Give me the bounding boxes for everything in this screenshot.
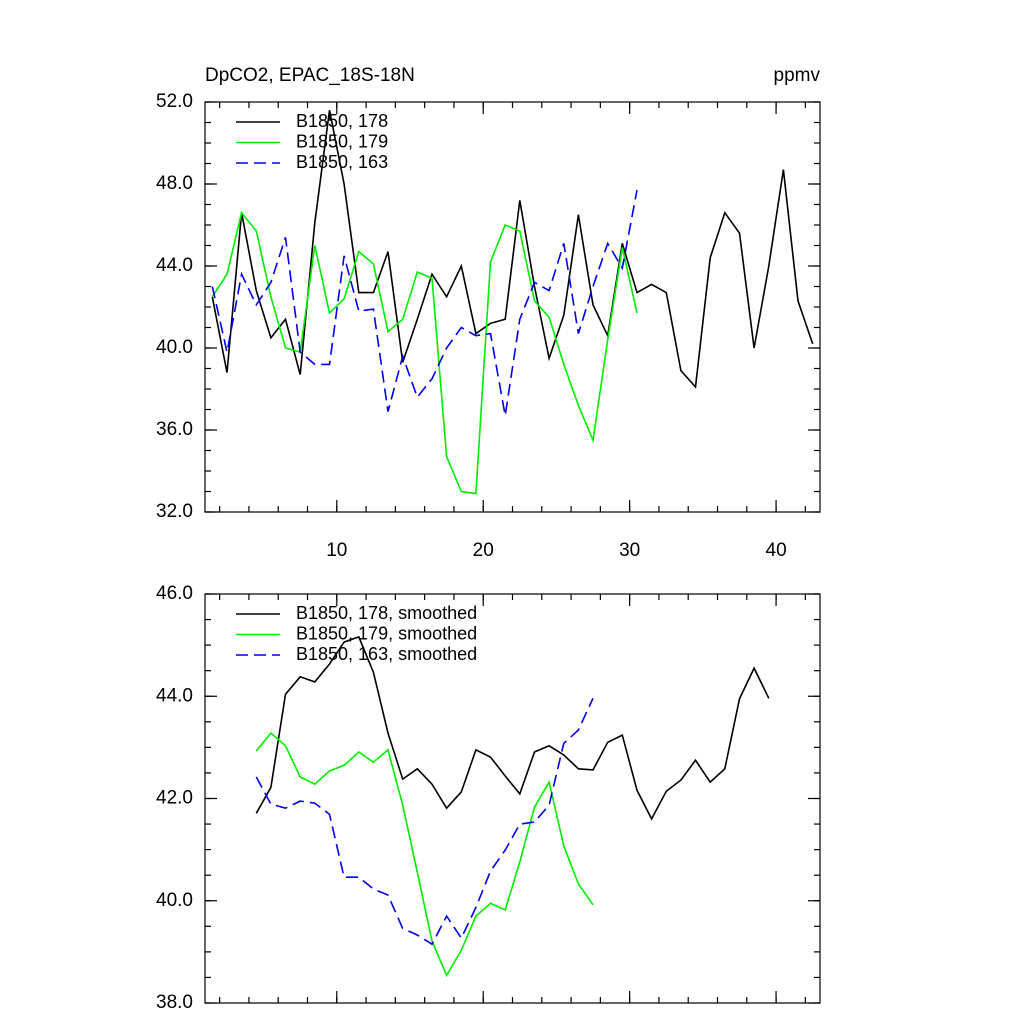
y-tick-label: 48.0	[156, 173, 193, 194]
x-tick-label: 40	[766, 540, 787, 561]
series-line	[211, 189, 638, 416]
legend-label: B1850, 178	[296, 111, 388, 131]
legend-label: B1850, 163	[296, 152, 388, 172]
legend-label: B1850, 179	[296, 131, 388, 151]
chart-title: DpCO2, EPAC_18S-18N	[205, 65, 415, 86]
y-tick-label: 40.0	[156, 890, 193, 911]
series-line	[255, 731, 594, 978]
legend-label: B1850, 179, smoothed	[296, 623, 477, 643]
y-tick-label: 36.0	[156, 419, 193, 440]
series-line	[255, 697, 594, 946]
y-tick-label: 44.0	[156, 255, 193, 276]
y-tick-label: 46.0	[156, 583, 193, 604]
y-tick-label: 40.0	[156, 337, 193, 358]
legend-label: B1850, 163, smoothed	[296, 644, 477, 664]
y-tick-label: 38.0	[156, 992, 193, 1013]
y-tick-label: 52.0	[156, 91, 193, 112]
y-tick-label: 44.0	[156, 685, 193, 706]
units-label: ppmv	[774, 65, 821, 86]
series-line	[211, 210, 638, 495]
legend-label: B1850, 178, smoothed	[296, 603, 477, 623]
x-tick-label: 10	[326, 540, 347, 561]
x-tick-label: 20	[473, 540, 494, 561]
y-tick-label: 42.0	[156, 788, 193, 809]
x-tick-label: 30	[619, 540, 640, 561]
series-line	[255, 635, 770, 821]
series-line	[211, 110, 814, 389]
y-tick-label: 32.0	[156, 501, 193, 522]
